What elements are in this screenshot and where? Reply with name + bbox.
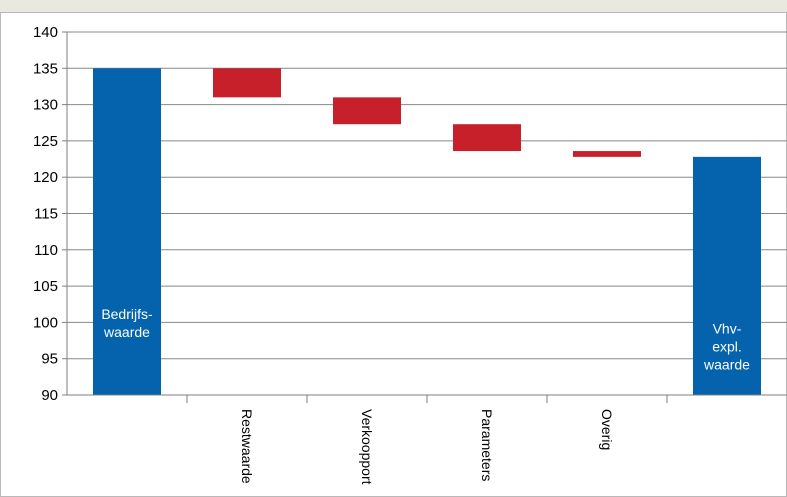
decrease-bar-4 [573, 151, 641, 157]
y-tick-label: 100 [33, 314, 58, 331]
y-tick-label: 120 [33, 169, 58, 186]
x-category-label: Restwaarde [239, 409, 255, 484]
total-bar-5 [693, 156, 761, 395]
y-tick-label: 135 [33, 60, 58, 77]
decrease-bar-3 [453, 124, 521, 152]
bars [93, 68, 761, 396]
bar-inner-label: waarde [103, 324, 150, 340]
y-tick-label: 140 [33, 24, 58, 41]
y-tick-label: 130 [33, 97, 58, 114]
y-tick-label: 105 [33, 278, 58, 295]
waterfall-chart: 90 95 100 105 110 115 120 125 130 135 140 Bedrijfs-… [33, 24, 787, 485]
bar-inner-label: expl. [712, 339, 742, 355]
y-tick-label: 125 [33, 133, 58, 150]
bar-inner-label: waarde [703, 357, 750, 373]
axes [62, 31, 787, 403]
labels: 90 95 100 105 110 115 120 125 130 135 140 Bedrijfs-… [33, 24, 750, 485]
decrease-bar-2 [333, 97, 401, 125]
x-category-label: Parameters [479, 409, 495, 481]
y-tick-label: 115 [34, 206, 58, 223]
chart-title-fragment [0, 0, 787, 12]
chart-area: 90 95 100 105 110 115 120 125 130 135 140 Bedrijfs-… [0, 12, 787, 497]
bar-inner-label: Bedrijfs- [101, 306, 153, 322]
x-category-label: Verkoopport [359, 409, 375, 485]
gridlines [67, 31, 787, 360]
y-tick-label: 90 [41, 387, 58, 404]
y-tick-label: 110 [34, 242, 58, 259]
total-bar-0 [93, 68, 161, 396]
y-tick-label: 95 [41, 351, 58, 368]
bar-inner-label: Vhv- [713, 321, 742, 337]
decrease-bar-1 [213, 68, 281, 98]
x-category-label: Overig [599, 409, 615, 450]
